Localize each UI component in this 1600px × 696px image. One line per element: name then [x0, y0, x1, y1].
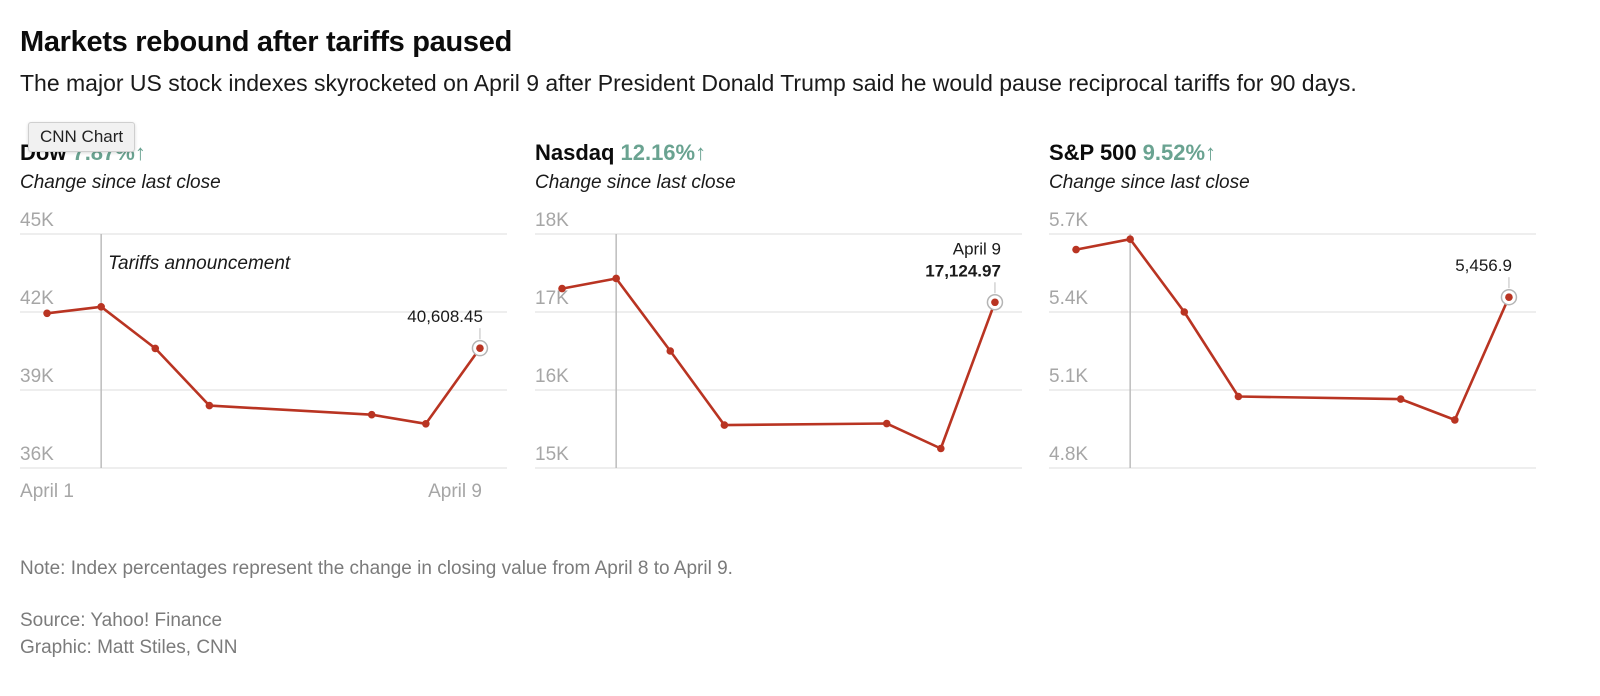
panel-subtitle: Change since last close [535, 172, 736, 193]
up-arrow-icon: ↑ [1205, 140, 1217, 165]
nasdaq-line-chart: 18K 17K 16K 15K April 9 17,124.97 [535, 210, 1022, 469]
y-tick-label: 17K [535, 288, 569, 309]
graphic-credit: Graphic: Matt Stiles, CNN [20, 637, 238, 658]
up-arrow-icon: ↑ [134, 140, 146, 165]
data-point [882, 419, 891, 428]
y-tick-label: 15K [535, 444, 569, 465]
dow-line-chart: 45K 42K 39K 36K Tariffs announcement April 1 A… [20, 210, 507, 502]
source-credit: Source: Yahoo! Finance [20, 610, 223, 631]
up-arrow-icon: ↑ [695, 140, 707, 165]
data-point [1451, 416, 1459, 424]
series-line [1075, 237, 1511, 422]
data-point [1234, 392, 1243, 401]
data-point [666, 347, 675, 355]
data-point [43, 309, 51, 318]
index-name: Nasdaq [535, 140, 615, 165]
y-tick-label: 5.7K [1049, 210, 1088, 231]
data-point [205, 401, 214, 410]
chart-title: Markets rebound after tariffs paused [20, 26, 512, 58]
data-point [1396, 395, 1405, 403]
data-point [97, 303, 105, 311]
series-line [561, 277, 997, 450]
panel-subtitle: Change since last close [1049, 172, 1250, 193]
y-tick-label: 42K [20, 288, 54, 309]
last-value-label: 40,608.45 [407, 307, 483, 326]
index-change: 9.52%↑ [1142, 140, 1217, 165]
data-point [1505, 293, 1513, 302]
chart-subtitle: The major US stock indexes skyrocketed o… [20, 70, 1357, 96]
cnn-chart-tooltip: CNN Chart [28, 122, 136, 152]
data-point [151, 344, 160, 353]
panel-heading: S&P 500 9.52%↑ [1049, 140, 1216, 166]
data-point [422, 420, 430, 428]
y-tick-label: 16K [535, 366, 569, 387]
index-change: 12.16%↑ [620, 140, 707, 165]
footnote: Note: Index percentages represent the ch… [20, 558, 733, 579]
y-tick-label: 45K [20, 210, 54, 231]
data-point [991, 298, 999, 307]
data-point [937, 444, 945, 453]
last-value-label: 5,456.9 [1455, 256, 1512, 275]
y-tick-label: 36K [20, 444, 54, 465]
y-tick-label: 4.8K [1049, 444, 1088, 465]
y-tick-label: 5.4K [1049, 288, 1088, 309]
data-point [1126, 235, 1134, 243]
annotation-label: Tariffs announcement [108, 253, 291, 274]
x-tick-label: April 1 [20, 481, 74, 502]
y-tick-label: 5.1K [1049, 366, 1088, 387]
data-point [720, 421, 729, 429]
index-name: S&P 500 [1049, 140, 1137, 165]
y-tick-label: 39K [20, 366, 54, 387]
last-value-label: 17,124.97 [925, 261, 1001, 280]
sp500-line-chart: 5.7K 5.4K 5.1K 4.8K 5,456.9 [1049, 210, 1536, 469]
y-tick-label: 18K [535, 210, 569, 231]
data-point [1180, 308, 1189, 316]
nasdaq-panel: Nasdaq 12.16%↑ Change since last close 18… [535, 136, 1055, 516]
data-point [612, 274, 620, 283]
data-point [476, 344, 484, 352]
panel-subtitle: Change since last close [20, 172, 221, 193]
panel-heading: Nasdaq 12.16%↑ [535, 140, 706, 166]
data-point [367, 410, 376, 419]
data-point [1072, 245, 1080, 254]
sp500-panel: S&P 500 9.52%↑ Change since last close 5.… [1049, 136, 1569, 516]
data-point [558, 284, 566, 293]
last-date-label: April 9 [953, 239, 1001, 258]
x-tick-label: April 9 [428, 481, 482, 502]
dow-panel: Dow 7.87%↑ Change since last close 45K 42K… [20, 136, 540, 516]
